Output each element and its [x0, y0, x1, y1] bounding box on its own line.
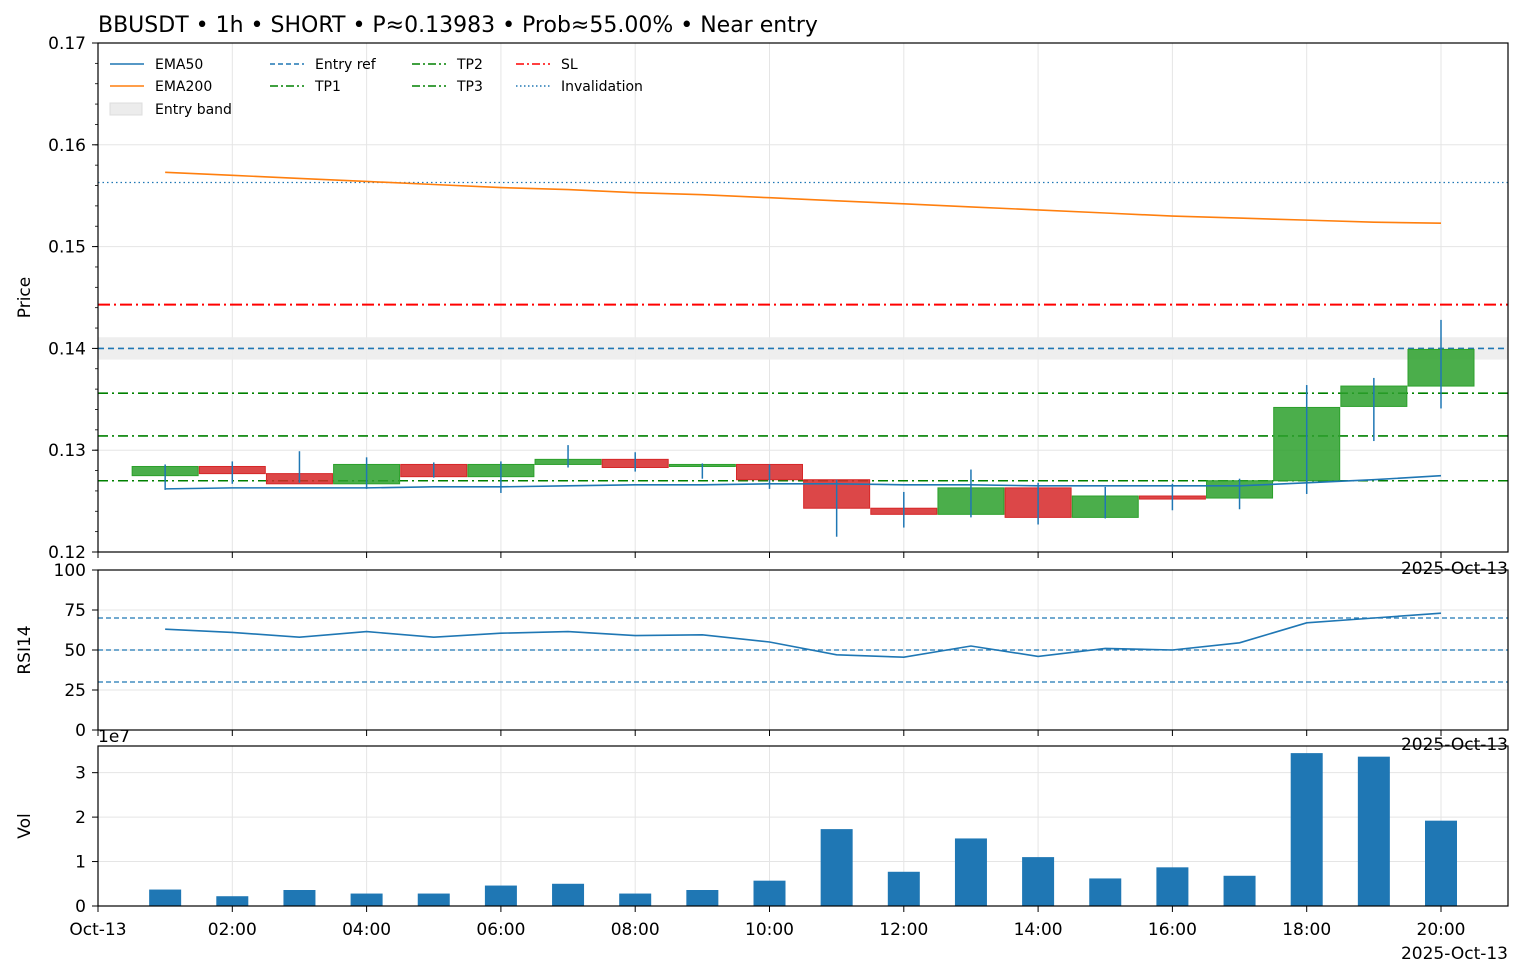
x-tick-label: 08:00: [611, 920, 660, 940]
legend-label: EMA200: [155, 79, 212, 95]
ema50-line: [165, 474, 1442, 490]
x-tick-label: 04:00: [342, 920, 391, 940]
chart-legend: EMA50 EMA200 Entry band Entry ref TP1 TP2 TP3 S…: [109, 57, 643, 118]
volume-bar: [686, 890, 719, 906]
volume-bar: [820, 829, 853, 906]
volume-bar: [753, 880, 786, 906]
x-tick-label: 10:00: [745, 920, 794, 940]
volume-bar: [887, 871, 920, 906]
legend-swatch-band: [109, 102, 143, 116]
legend-label: Invalidation: [561, 79, 643, 95]
vol-ytick-label: 3: [75, 764, 86, 784]
volume-bar: [1425, 820, 1457, 906]
volume-bar: [417, 893, 450, 906]
price-ytick-label: 0.13: [48, 441, 86, 461]
x-tick-label: 16:00: [1148, 920, 1197, 940]
legend-label: TP3: [456, 79, 483, 95]
price-ytick-label: 0.14: [48, 339, 86, 359]
volume-bar: [1357, 756, 1390, 906]
volume-bar: [484, 885, 517, 906]
price-ytick-label: 0.15: [48, 238, 86, 258]
volume-bar: [1156, 867, 1189, 906]
volume-panel: 0 1 2 3 Vol 1e7: [15, 727, 1509, 917]
rsi-line: [165, 612, 1442, 659]
rsi-ylabel: RSI14: [15, 625, 35, 674]
rsi-offset-label: 2025-Oct-13: [1401, 735, 1508, 755]
volume-bar: [1022, 857, 1055, 906]
price-offset-label: 2025-Oct-13: [1401, 559, 1508, 579]
vol-frame: [97, 745, 1509, 907]
volume-bar: [1223, 875, 1256, 906]
rsi-ytick-label: 50: [64, 641, 86, 661]
legend-label: Entry band: [155, 102, 232, 118]
rsi-panel: 0 25 50 75 100 RSI14 2025-Oct-13: [15, 561, 1509, 755]
volume-bar: [283, 890, 316, 906]
x-tick-label: 02:00: [208, 920, 257, 940]
x-tick-label: 12:00: [879, 920, 928, 940]
volume-ylabel: Vol: [15, 813, 35, 838]
legend-label: EMA50: [155, 57, 203, 73]
x-tick-label: Oct-13: [69, 920, 126, 940]
vol-ytick-label: 1: [75, 853, 86, 873]
rsi-ytick-label: 0: [75, 721, 86, 741]
x-tick-label: 14:00: [1014, 920, 1063, 940]
rsi-frame: [97, 569, 1509, 731]
chart-title: BBUSDT • 1h • SHORT • P≈0.13983 • Prob≈5…: [98, 13, 818, 38]
volume-bar: [350, 893, 383, 906]
legend-label: TP1: [314, 79, 341, 95]
x-tick-label: 06:00: [476, 920, 525, 940]
ema200-line: [165, 171, 1442, 224]
price-ytick-label: 0.16: [48, 136, 86, 156]
x-tick-label: 18:00: [1282, 920, 1331, 940]
volume-bar: [1089, 878, 1122, 906]
x-axis: Oct-13 02:00 04:00 06:00 08:00 10:00 12:00 14:0…: [69, 920, 1508, 964]
legend-label: SL: [561, 57, 578, 73]
volume-bar: [149, 889, 182, 906]
x-tick-label: 20:00: [1417, 920, 1466, 940]
volume-bar: [552, 883, 585, 906]
volume-bar: [1290, 753, 1323, 906]
volume-scale-label: 1e7: [98, 727, 130, 747]
price-panel: 0.12 0.13 0.14 0.15 0.16 0.17 Price 2025-Oct-13: [15, 34, 1509, 579]
price-ytick-label: 0.17: [48, 34, 86, 54]
vol-ytick-label: 0: [75, 897, 86, 917]
price-frame: [97, 42, 1509, 553]
legend-label: TP2: [456, 57, 483, 73]
volume-bar: [216, 896, 249, 906]
price-ylabel: Price: [15, 277, 35, 318]
rsi-ytick-label: 100: [54, 561, 86, 581]
legend-label: Entry ref: [315, 57, 377, 73]
vol-ytick-label: 2: [75, 808, 86, 828]
x-offset-label: 2025-Oct-13: [1401, 944, 1508, 964]
rsi-ytick-label: 25: [64, 681, 86, 701]
price-ytick-label: 0.12: [48, 543, 86, 563]
rsi-ytick-label: 75: [64, 601, 86, 621]
volume-bar: [954, 838, 987, 906]
volume-bar: [619, 893, 652, 906]
